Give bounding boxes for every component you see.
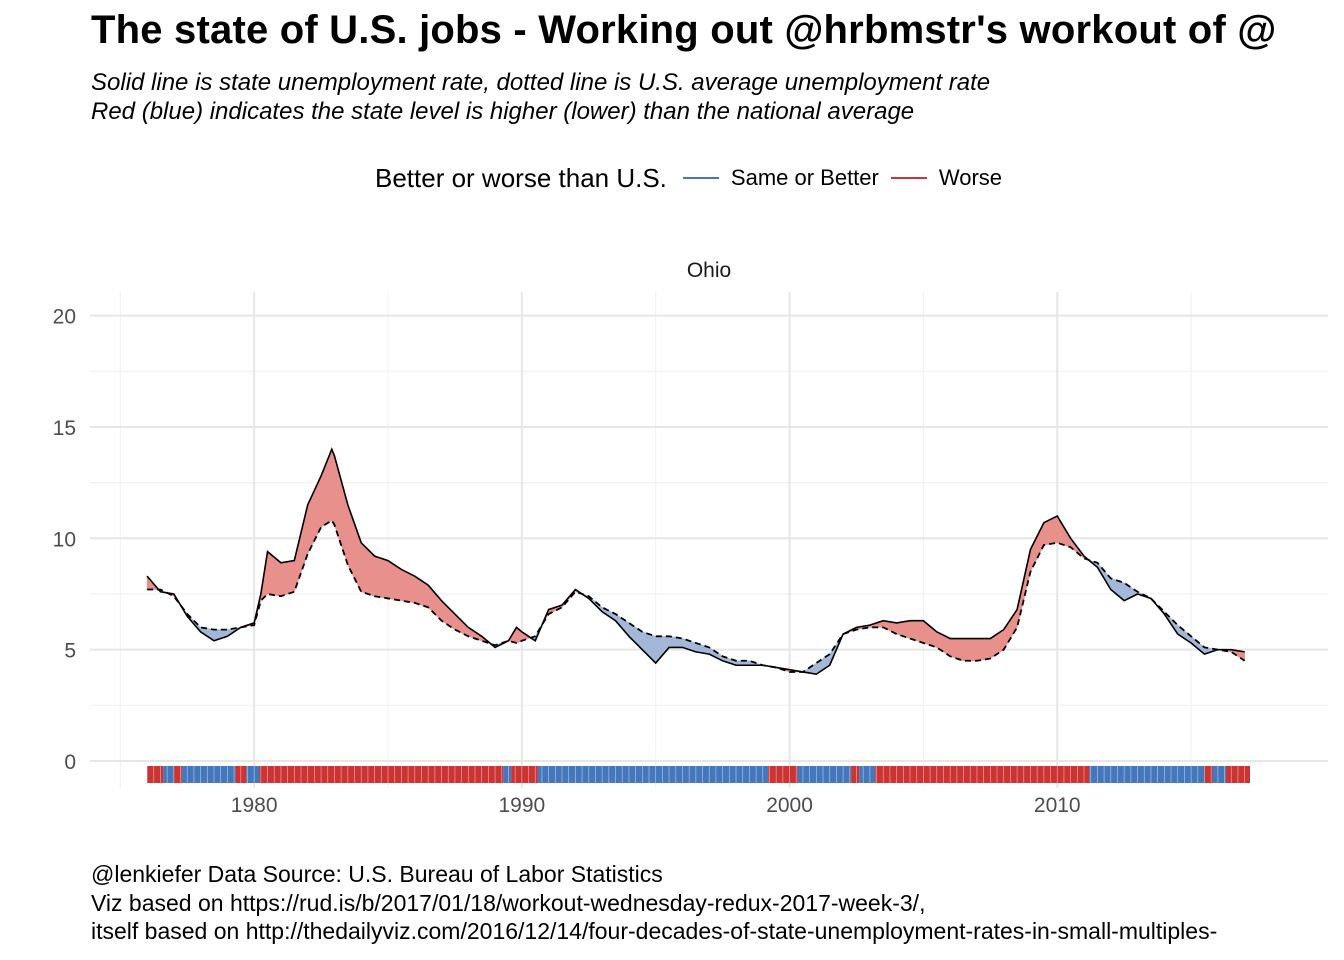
- rug-segment-better: [537, 766, 769, 783]
- page-title: The state of U.S. jobs - Working out @hr…: [91, 8, 1277, 52]
- grid: [90, 292, 1328, 788]
- ribbons: [146, 449, 1245, 675]
- caption-line-2: Viz based on https://rud.is/b/2017/01/18…: [91, 889, 926, 916]
- lines: [146, 447, 1246, 675]
- ribbon-worse: [963, 638, 978, 662]
- ribbon-worse: [307, 475, 322, 555]
- y-tick-label: 0: [64, 751, 76, 774]
- state-rate-line: [146, 447, 1245, 675]
- y-tick-label: 5: [64, 640, 76, 663]
- legend-key-worse: [890, 177, 927, 179]
- x-tick-label: 1990: [498, 794, 545, 817]
- legend-label-worse: Worse: [938, 165, 1003, 190]
- rug-segment-worse: [875, 766, 1090, 783]
- subtitle-line-1: Solid line is state unemployment rate, d…: [91, 69, 991, 96]
- ribbon-worse: [427, 584, 442, 622]
- rug-segment-worse: [1204, 766, 1213, 783]
- rug-segment-better: [797, 766, 852, 783]
- x-tick-label: 2010: [1034, 794, 1081, 817]
- rug-segment-better: [503, 766, 512, 783]
- ribbon-better: [642, 631, 656, 664]
- rug-segment-worse: [147, 766, 164, 783]
- ribbon-worse: [267, 551, 282, 597]
- ribbon-worse: [360, 542, 375, 597]
- rug: [146, 766, 1250, 783]
- legend-title: Better or worse than U.S.: [375, 162, 667, 193]
- ribbon-better: [816, 653, 831, 675]
- rug-segment-worse: [173, 766, 182, 783]
- ribbon-worse: [331, 449, 335, 527]
- ribbon-worse: [976, 638, 991, 662]
- y-tick-label: 10: [53, 528, 76, 551]
- ribbon-better: [1110, 577, 1125, 602]
- ribbon-worse: [923, 620, 938, 648]
- ribbon-worse: [949, 638, 964, 662]
- ribbon-worse: [280, 560, 295, 597]
- x-tick-label: 2000: [766, 794, 813, 817]
- y-tick-label: 20: [53, 306, 76, 329]
- ribbon-worse: [374, 555, 389, 599]
- rug-segment-worse: [851, 766, 860, 783]
- panel-title: Ohio: [687, 259, 731, 282]
- x-tick-label: 1980: [231, 794, 278, 817]
- axes: 0 5 10 15 20 1980 1990 2000 2010: [53, 306, 1081, 817]
- ribbon-worse: [387, 560, 402, 602]
- rug-segment-better: [181, 766, 236, 783]
- subtitle-line-2: Red (blue) indicates the state level is …: [91, 98, 915, 125]
- rug-segment-better: [163, 766, 174, 783]
- caption-line-1: @lenkiefer Data Source: U.S. Bureau of L…: [91, 861, 663, 887]
- caption: @lenkiefer Data Source: U.S. Bureau of L…: [91, 860, 1217, 946]
- legend-key-same-or-better: [682, 177, 719, 179]
- caption-line-3: itself based on http://thedailyviz.com/2…: [91, 918, 1218, 944]
- subtitle: Solid line is state unemployment rate, d…: [91, 68, 990, 126]
- legend-label-same-or-better: Same or Better: [730, 165, 879, 190]
- rug-segment-better: [859, 766, 876, 783]
- y-tick-label: 15: [53, 417, 76, 440]
- rug-segment-better: [1089, 766, 1205, 783]
- ribbon-worse: [334, 455, 349, 566]
- rug-segment-worse: [511, 766, 538, 783]
- ribbon-worse: [294, 504, 308, 592]
- rug-segment-better: [246, 766, 260, 783]
- ribbon-worse: [1043, 515, 1058, 546]
- legend: Better or worse than U.S. Same or Better…: [375, 160, 1014, 196]
- us-average-line: [147, 519, 1246, 673]
- ribbon-better: [628, 622, 643, 651]
- rug-segment-better: [1212, 766, 1226, 783]
